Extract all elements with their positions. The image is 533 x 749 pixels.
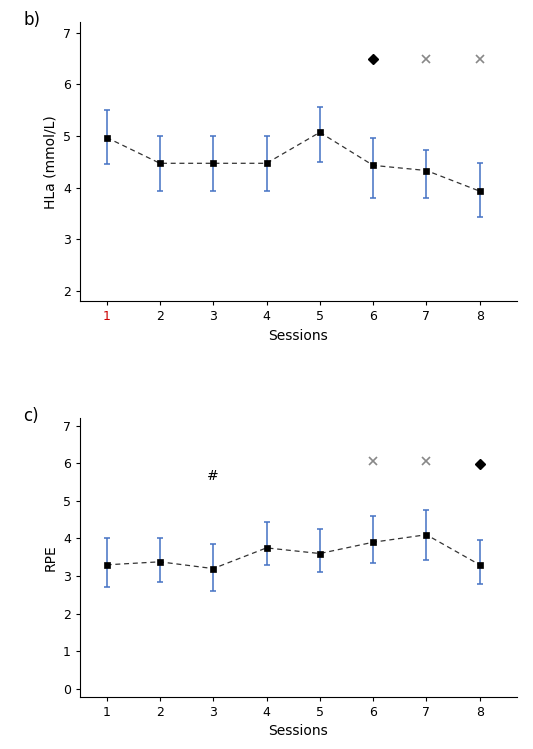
Y-axis label: RPE: RPE [43, 544, 58, 571]
Text: c): c) [23, 407, 39, 425]
Y-axis label: HLa (mmol/L): HLa (mmol/L) [43, 115, 58, 209]
X-axis label: Sessions: Sessions [269, 724, 328, 739]
Text: b): b) [23, 11, 40, 29]
Text: #: # [207, 470, 219, 483]
X-axis label: Sessions: Sessions [269, 329, 328, 342]
